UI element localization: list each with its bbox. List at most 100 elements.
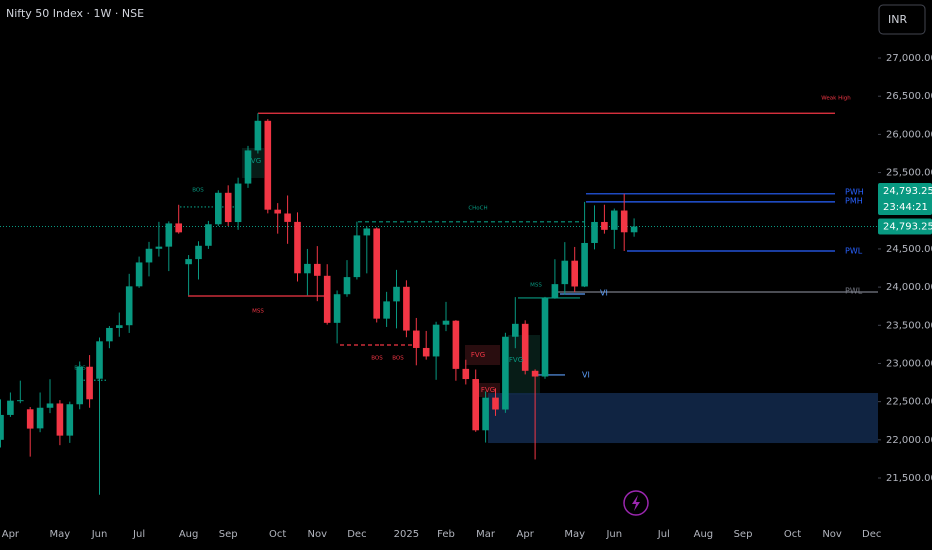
- candle-body: [314, 263, 321, 276]
- annotation: FVG: [509, 356, 523, 364]
- x-tick-label: Mar: [476, 529, 496, 540]
- candle-body: [601, 221, 608, 230]
- x-tick-label: 2025: [394, 529, 419, 540]
- bolt: [632, 495, 640, 511]
- candle-body: [125, 286, 133, 326]
- candle-body: [323, 275, 331, 323]
- x-tick-label: Dec: [347, 529, 366, 540]
- x-tick-label: Oct: [784, 529, 801, 540]
- candle-body: [165, 223, 173, 247]
- fvg-box: [465, 345, 500, 365]
- candle-body: [611, 210, 618, 230]
- currency-button[interactable]: [878, 4, 926, 35]
- candle-body: [512, 323, 519, 337]
- y-tick-label: 23,000.00: [886, 358, 932, 369]
- candle-body: [56, 403, 64, 436]
- candle-body: [26, 409, 34, 429]
- candle-body: [304, 263, 311, 274]
- x-tick-label: Apr: [517, 529, 535, 540]
- level-label: CHoCH: [468, 206, 487, 212]
- y-tick-label: 25,500.00: [886, 168, 932, 179]
- candle-body: [591, 221, 598, 243]
- x-tick-label: Dec: [862, 529, 881, 540]
- level-label: Weak High: [821, 96, 851, 102]
- candle-body: [383, 301, 390, 319]
- candle-body: [393, 286, 400, 302]
- candle-body: [106, 327, 113, 342]
- level-label: PWL: [845, 247, 863, 256]
- countdown: 23:44:21: [883, 202, 928, 213]
- y-tick-label: 24,500.00: [886, 244, 932, 255]
- annotation: FVG: [247, 157, 261, 165]
- candle-body: [135, 262, 143, 287]
- currency-label: INR: [888, 13, 907, 26]
- candle-body: [244, 150, 252, 184]
- level-label: VI: [582, 371, 590, 380]
- price-tag: [878, 183, 932, 215]
- x-tick-label: Nov: [822, 529, 842, 540]
- x-tick-label: May: [564, 529, 585, 540]
- candle-body: [502, 336, 509, 410]
- candle-body: [581, 242, 588, 287]
- candle-body: [66, 404, 74, 436]
- candle-body: [571, 260, 578, 287]
- annotation: FVG: [481, 386, 495, 394]
- level-label: PWH: [845, 188, 864, 197]
- alert-icon[interactable]: [623, 490, 649, 516]
- zone: [488, 393, 878, 444]
- candle-body: [620, 210, 628, 233]
- candle-body: [413, 330, 420, 348]
- y-tick-label: 27,000.00: [886, 53, 932, 64]
- candle-body: [551, 284, 559, 299]
- level-label: PWL: [845, 287, 863, 296]
- x-tick-label: Jun: [605, 529, 622, 540]
- candle-body: [284, 213, 291, 222]
- price-tag-label: 24,793.25: [883, 222, 932, 233]
- x-tick-label: May: [50, 529, 71, 540]
- candle-body: [155, 246, 163, 249]
- candle-body: [264, 120, 272, 210]
- candle-body: [442, 320, 450, 325]
- candle-body: [492, 397, 499, 410]
- x-tick-label: Aug: [694, 529, 714, 540]
- candle-body: [7, 400, 14, 415]
- candle-body: [116, 325, 123, 328]
- annotation: FVG: [471, 351, 485, 359]
- candle-body: [46, 403, 54, 408]
- y-tick-label: 26,500.00: [886, 91, 932, 102]
- candle-body: [215, 192, 222, 225]
- level-label: MSS: [252, 309, 264, 315]
- candle-body: [175, 223, 182, 233]
- candle-body: [234, 183, 242, 223]
- price-tag: [878, 218, 932, 235]
- candle-body: [373, 228, 380, 319]
- x-tick-label: Jul: [132, 529, 145, 540]
- candle-body: [86, 366, 93, 400]
- y-tick-label: 24,000.00: [886, 282, 932, 293]
- y-tick-label: 23,500.00: [886, 320, 932, 331]
- candle-body: [274, 209, 281, 214]
- candle-body: [343, 277, 351, 295]
- candle-body: [145, 248, 153, 263]
- candle-body: [333, 294, 341, 323]
- candle-body: [96, 341, 103, 379]
- level-label: BOS: [192, 188, 204, 194]
- candle-body: [521, 323, 529, 371]
- candle-body: [630, 226, 638, 233]
- x-tick-label: Feb: [437, 529, 455, 540]
- x-tick-label: Oct: [269, 529, 286, 540]
- candle-body: [254, 120, 262, 151]
- candle-body: [36, 407, 44, 429]
- candle-body: [452, 320, 460, 369]
- candle-body: [561, 260, 569, 285]
- x-tick-label: Aug: [179, 529, 199, 540]
- candle-body: [363, 228, 371, 236]
- candle-body: [432, 324, 440, 357]
- candle-body: [294, 221, 301, 274]
- y-tick-label: 22,000.00: [886, 435, 932, 446]
- candle-body: [224, 192, 232, 223]
- candle-body: [76, 366, 83, 405]
- candle-body: [0, 414, 4, 440]
- x-tick-label: Jul: [657, 529, 670, 540]
